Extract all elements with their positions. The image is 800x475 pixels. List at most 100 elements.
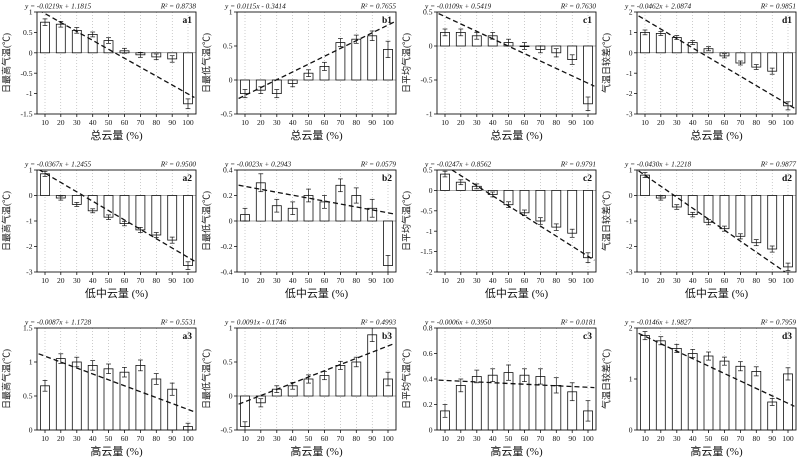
panel-label: c3 xyxy=(583,332,592,342)
x-tick-label: 30 xyxy=(273,276,281,285)
x-tick-label: 40 xyxy=(689,434,697,443)
panel-label: a1 xyxy=(183,16,193,26)
bar xyxy=(767,401,778,431)
x-tick-label: 80 xyxy=(553,118,561,127)
y-tick-label: 1 xyxy=(29,166,33,175)
x-tick-label: 80 xyxy=(153,434,161,443)
bar xyxy=(519,190,530,214)
x-tick-label: 80 xyxy=(153,118,161,127)
x-tick-label: 50 xyxy=(705,118,713,127)
x-tick-label: 80 xyxy=(553,276,561,285)
subplot-b2: 0.4 0.2 0 -0.2 -0.4 10 20 30 40 50 60 70 80 90 100 y = … xyxy=(200,158,400,316)
bar xyxy=(151,195,162,236)
plot-frame xyxy=(436,11,597,115)
x-tick-label: 30 xyxy=(673,276,681,285)
x-tick-label: 20 xyxy=(457,434,465,443)
bar xyxy=(119,371,130,431)
chart-c3: 0.8 0.6 0.4 0.2 0 10 20 30 40 50 60 70 80 90 100 y = -0… xyxy=(401,318,597,458)
r2-label: R² = 0.9851 xyxy=(760,2,796,11)
r2-label: R² = 0.8738 xyxy=(160,2,197,11)
x-tick-label: 60 xyxy=(121,434,129,443)
y-tick-label: 0 xyxy=(229,76,233,85)
y-axis-label: 气温日较差(℃) xyxy=(601,191,612,251)
y-tick-label: 1 xyxy=(629,375,633,384)
x-tick-label: 80 xyxy=(153,276,161,285)
equation-label: y = -0.0087x + 1.1728 xyxy=(24,318,92,327)
y-tick-label: 0.6 xyxy=(423,349,433,358)
equation-label: y = -0.0146x + 1.9827 xyxy=(624,318,692,327)
panel-label: d1 xyxy=(782,16,792,26)
x-tick-label: 100 xyxy=(782,276,794,285)
bar xyxy=(55,23,66,54)
y-tick-label: -3 xyxy=(626,110,633,119)
x-tick-label: 20 xyxy=(57,276,65,285)
bar xyxy=(687,353,698,431)
y-tick-label: 0 xyxy=(429,186,433,195)
x-tick-label: 40 xyxy=(289,276,297,285)
x-tick-label: 70 xyxy=(337,118,345,127)
x-tick-label: 10 xyxy=(241,434,249,443)
y-tick-label: 0 xyxy=(29,48,33,57)
x-tick-label: 30 xyxy=(473,118,481,127)
y-tick-label: -1.5 xyxy=(420,247,432,256)
x-tick-label: 70 xyxy=(737,434,745,443)
error-bars xyxy=(42,170,191,270)
panel-label: d2 xyxy=(782,174,792,184)
subplot-b3: 1 0.5 0 -0.5 10 20 30 40 50 60 70 80 90 100 y = 0.0091… xyxy=(200,316,400,474)
x-tick-label: 70 xyxy=(737,118,745,127)
y-tick-label: -2 xyxy=(626,242,633,251)
x-tick-label: 80 xyxy=(753,276,761,285)
x-tick-label: 10 xyxy=(241,118,249,127)
x-tick-label: 40 xyxy=(89,276,97,285)
error-bars xyxy=(442,28,591,111)
y-tick-label: -1 xyxy=(426,227,433,236)
x-tick-label: 100 xyxy=(382,434,394,443)
y-tick-label: 0 xyxy=(629,426,633,435)
chart-b1: 1 0.5 0 -0.5 10 20 30 40 50 60 70 80 90 100 y = 0.0115… xyxy=(201,2,397,142)
bar xyxy=(103,195,114,218)
y-tick-label: -2 xyxy=(26,242,33,251)
y-tick-label: 0.5 xyxy=(423,8,433,17)
subplot-d1: 2 1 0 -1 -2 -3 10 20 30 40 50 60 70 80 90 100 y = -0.046… xyxy=(600,0,800,158)
x-tick-label: 100 xyxy=(382,276,394,285)
y-tick-label: -1.5 xyxy=(20,110,32,119)
x-tick-label: 10 xyxy=(41,118,49,127)
x-axis-label: 高云量 (%) xyxy=(490,444,543,458)
x-tick-label: 70 xyxy=(337,434,345,443)
chart-b3: 1 0.5 0 -0.5 10 20 30 40 50 60 70 80 90 100 y = 0.0091… xyxy=(201,318,397,458)
y-axis-label: 日最低气温(℃) xyxy=(201,191,212,251)
y-tick-label: 0 xyxy=(229,217,233,226)
y-tick-label: -0.5 xyxy=(220,110,232,119)
x-tick-label: 50 xyxy=(705,434,713,443)
bar xyxy=(40,173,50,196)
x-tick-label: 100 xyxy=(582,118,594,127)
x-tick-label: 10 xyxy=(241,276,249,285)
panel-label: a2 xyxy=(183,174,193,184)
error-bars xyxy=(242,328,391,430)
x-tick-label: 30 xyxy=(273,434,281,443)
x-tick-label: 20 xyxy=(257,434,265,443)
y-tick-label: -2 xyxy=(426,268,433,277)
y-axis-label: 日最低气温(℃) xyxy=(201,349,212,409)
x-tick-label: 30 xyxy=(73,118,81,127)
bar xyxy=(751,195,762,244)
y-axis-label: 日最低气温(℃) xyxy=(201,33,212,93)
bar xyxy=(183,52,193,105)
x-tick-label: 90 xyxy=(768,276,776,285)
x-tick-label: 20 xyxy=(57,434,65,443)
x-tick-label: 10 xyxy=(441,276,449,285)
chart-a1: 1 0.5 0 -0.5 -1 -1.5 10 20 30 40 50 60 70 80 90 100 y = … xyxy=(1,2,197,142)
x-tick-label: 50 xyxy=(105,118,113,127)
x-tick-label: 20 xyxy=(657,118,665,127)
x-tick-label: 70 xyxy=(537,434,545,443)
trend-line xyxy=(38,170,195,262)
x-tick-label: 40 xyxy=(489,118,497,127)
x-tick-label: 50 xyxy=(505,118,513,127)
bar xyxy=(135,365,146,431)
y-axis-label: 日平均气温(℃) xyxy=(401,33,412,93)
